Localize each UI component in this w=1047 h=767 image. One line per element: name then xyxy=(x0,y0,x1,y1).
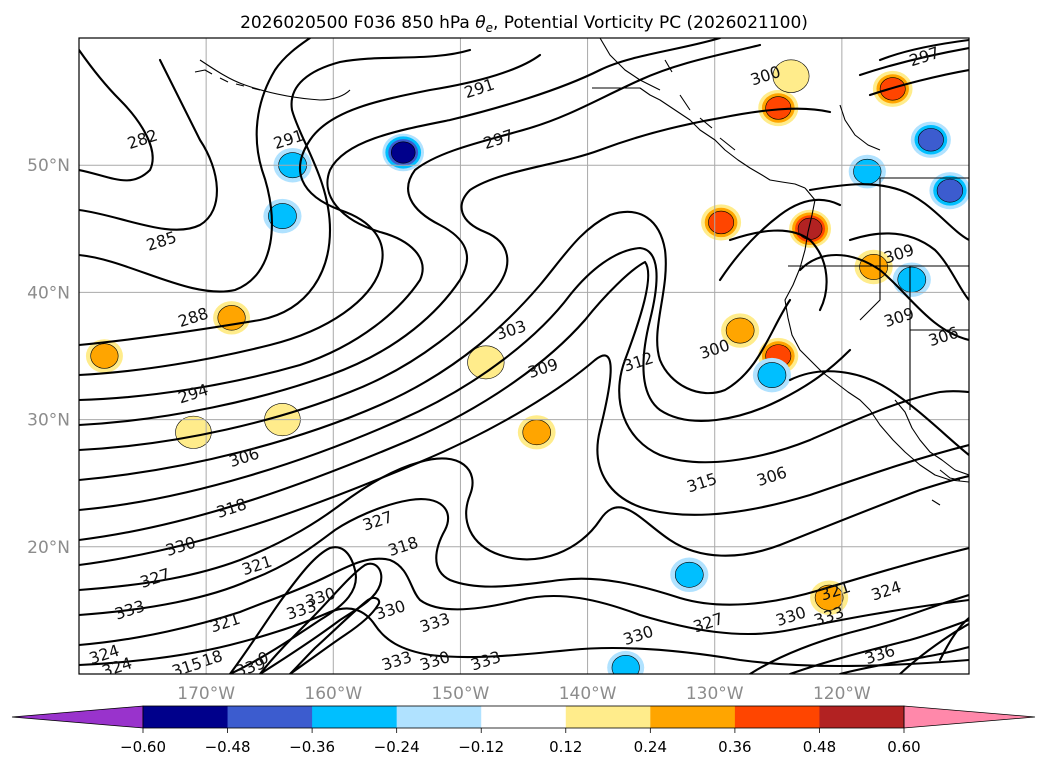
lat-tick-label: 50°N xyxy=(27,156,70,176)
lat-tick-label: 20°N xyxy=(27,538,70,558)
colorbar-segment xyxy=(734,706,820,728)
pv-anomaly-shade xyxy=(772,59,810,93)
colorbar-tick-label: −0.24 xyxy=(374,738,420,756)
colorbar-segment xyxy=(565,706,651,728)
pv-anomaly-shade xyxy=(467,345,505,380)
colorbar-tick-label: −0.36 xyxy=(289,738,335,756)
colorbar-tick-label: −0.12 xyxy=(458,738,504,756)
map-frame xyxy=(78,37,970,675)
pv-anomaly-shade xyxy=(917,128,944,152)
colorbar-over-extension xyxy=(903,705,1036,729)
theta-e-contours xyxy=(79,38,969,674)
colorbar-tick-label: 0.48 xyxy=(803,738,836,756)
pv-anomaly-shade xyxy=(390,141,416,164)
pv-anomaly-shade xyxy=(522,419,551,446)
colorbar-segment xyxy=(227,706,313,728)
coastlines xyxy=(194,38,969,506)
colorbar-frame xyxy=(142,705,905,729)
latitude-tick-labels: 20°N 30°N 40°N 50°N xyxy=(27,156,70,558)
colorbar-tick-label: 0.60 xyxy=(887,738,920,756)
colorbar-tick-label: −0.48 xyxy=(205,738,251,756)
lon-tick-label: 130°W xyxy=(686,684,744,704)
lon-tick-label: 140°W xyxy=(559,684,617,704)
lon-tick-label: 150°W xyxy=(432,684,490,704)
pv-anomaly-shade xyxy=(853,158,882,185)
colorbar-segment xyxy=(143,706,229,728)
pv-anomaly-shade xyxy=(814,584,844,611)
pv-anomaly-shade xyxy=(674,561,704,588)
chart-title: 2026020500 F036 850 hPa θe, Potential Vo… xyxy=(240,13,808,35)
graticule xyxy=(79,38,969,674)
colorbar-tick-label: −0.60 xyxy=(120,738,166,756)
pv-anomaly-shade xyxy=(725,317,755,344)
lon-tick-label: 160°W xyxy=(304,684,362,704)
pv-anomaly-shade xyxy=(765,96,792,120)
colorbar: −0.60 −0.48 −0.36 −0.24 −0.12 0.12 0.24 0.36 0.4… xyxy=(11,705,1036,756)
colorbar-segment xyxy=(819,706,905,728)
pv-anomaly-shade xyxy=(897,266,927,293)
colorbar-segment xyxy=(312,706,398,728)
colorbar-tick-label: 0.24 xyxy=(634,738,667,756)
pv-anomaly-shade xyxy=(268,203,297,230)
lon-tick-label: 170°W xyxy=(177,684,235,704)
colorbar-segment xyxy=(396,706,482,728)
lat-tick-label: 30°N xyxy=(27,411,70,431)
pv-anomaly-shade xyxy=(611,654,640,674)
colorbar-segment xyxy=(650,706,736,728)
colorbar-under-extension xyxy=(11,705,144,729)
colorbar-segment xyxy=(481,706,567,728)
colorbar-tick-label: 0.12 xyxy=(549,738,582,756)
lat-tick-label: 40°N xyxy=(27,283,70,303)
pv-anomaly-shade xyxy=(90,343,119,369)
pv-anomaly-shade xyxy=(708,210,735,235)
longitude-tick-labels: 170°W 160°W 150°W 140°W 130°W 120°W xyxy=(177,684,871,704)
pv-anomaly-shade xyxy=(936,178,964,203)
lon-tick-label: 120°W xyxy=(813,684,871,704)
pv-anomaly-shade xyxy=(757,362,787,388)
colorbar-tick-label: 0.36 xyxy=(718,738,751,756)
